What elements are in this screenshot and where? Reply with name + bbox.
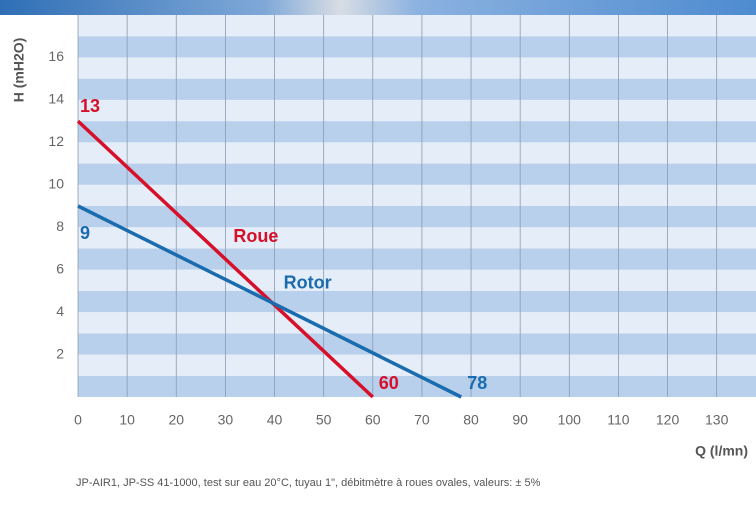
band xyxy=(78,269,756,291)
x-tick-label: 110 xyxy=(607,412,630,428)
y-tick-label: 12 xyxy=(48,133,64,149)
band xyxy=(78,78,756,100)
x-axis-label: Q (l/mn) xyxy=(695,443,748,459)
point-label: 60 xyxy=(379,373,399,393)
band xyxy=(78,15,756,37)
band xyxy=(78,206,756,228)
band xyxy=(78,99,756,122)
band xyxy=(78,248,756,270)
y-tick-label: 8 xyxy=(56,218,64,234)
band xyxy=(78,354,756,376)
line xyxy=(77,204,462,399)
band xyxy=(78,163,756,185)
line xyxy=(76,119,374,399)
band xyxy=(78,142,756,164)
y-tick-label: 6 xyxy=(56,260,64,276)
y-tick-label: 16 xyxy=(48,48,64,64)
x-tick-label: 30 xyxy=(218,412,234,428)
band xyxy=(78,290,756,313)
x-tick-label: 40 xyxy=(267,412,283,428)
footnote: JP-AIR1, JP-SS 41-1000, test sur eau 20°… xyxy=(76,477,541,489)
y-tick-label: 10 xyxy=(48,175,64,191)
y-tick-label: 2 xyxy=(56,345,64,361)
x-tick-label: 90 xyxy=(512,412,528,428)
band xyxy=(78,36,756,58)
y-axis-label: H (mH2O) xyxy=(11,38,27,103)
x-tick-label: 120 xyxy=(656,412,680,428)
point-label: 9 xyxy=(80,223,90,243)
band xyxy=(78,57,756,79)
point-label: 13 xyxy=(80,96,100,116)
x-tick-label: 60 xyxy=(365,412,381,428)
x-tick-label: 80 xyxy=(463,412,479,428)
x-tick-label: 10 xyxy=(119,412,135,428)
x-tick-label: 20 xyxy=(168,412,184,428)
x-tick-label: 0 xyxy=(74,412,82,428)
y-tick-label: 4 xyxy=(56,303,64,319)
band xyxy=(78,121,756,143)
band xyxy=(78,312,756,334)
x-tick-label: 100 xyxy=(558,412,582,428)
x-tick-label: 50 xyxy=(316,412,332,428)
x-tick-label: 130 xyxy=(705,412,729,428)
series-label: Roue xyxy=(233,226,278,246)
band xyxy=(78,227,756,249)
band xyxy=(78,375,756,397)
band xyxy=(78,184,756,206)
banner xyxy=(0,0,756,15)
y-tick-label: 14 xyxy=(48,91,64,107)
x-tick-label: 70 xyxy=(414,412,430,428)
series-label: Rotor xyxy=(284,272,332,292)
band xyxy=(78,333,756,355)
point-label: 78 xyxy=(467,373,487,393)
